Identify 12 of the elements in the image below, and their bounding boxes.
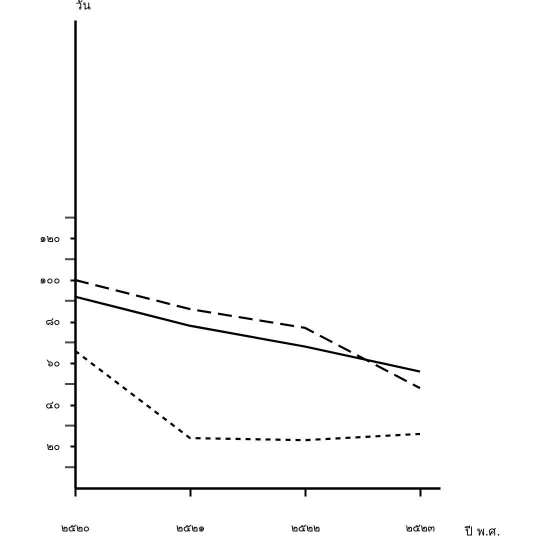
x-tick-label: ๒๕๒๑: [176, 522, 205, 534]
y-tick-label: ๔๐: [46, 398, 60, 412]
x-tick-label: ๒๕๒๓: [406, 522, 436, 534]
x-tick-label: ๒๕๒๒: [291, 522, 320, 534]
x-axis-title: ปี พ.ศ.: [464, 524, 500, 538]
y-tick-label: ๒๐: [46, 440, 60, 453]
y-axis-title: วัน: [76, 0, 90, 12]
y-tick-label: ๘๐: [46, 315, 60, 328]
y-tick-label: ๖๐: [46, 356, 60, 370]
y-tick-label: ๑๐๐: [40, 274, 60, 286]
y-tick-label: ๑๒๐: [40, 232, 60, 245]
x-tick-label: ๒๕๒๐: [61, 522, 90, 534]
